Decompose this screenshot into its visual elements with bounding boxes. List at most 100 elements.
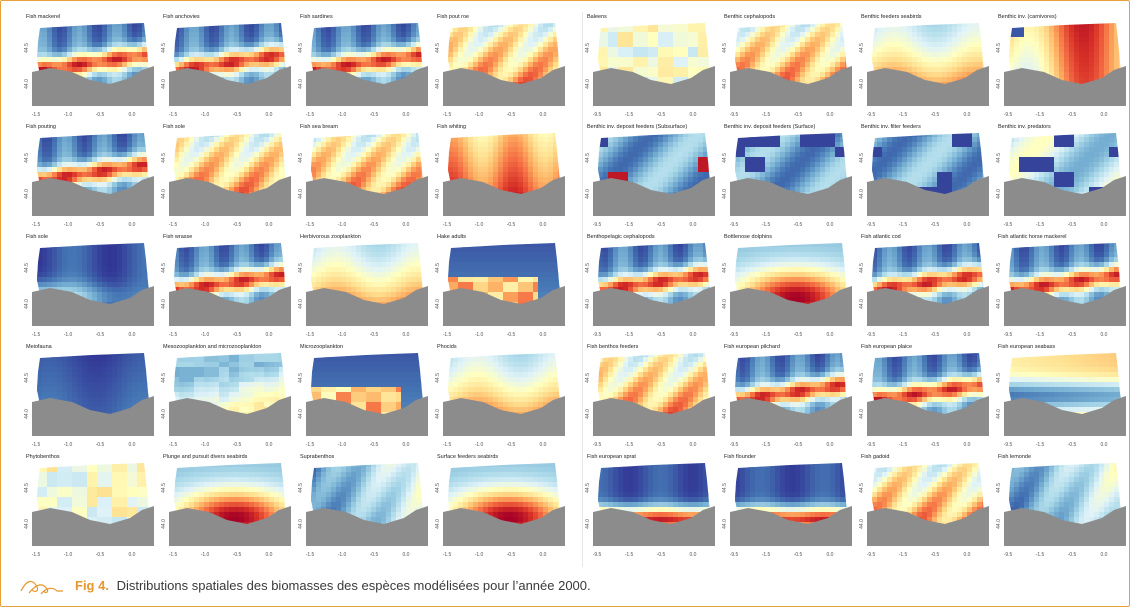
raster-cell (351, 287, 357, 293)
raster-cell (147, 367, 150, 373)
raster-cell (239, 292, 245, 298)
raster-cell (548, 282, 554, 288)
raster-cell (543, 172, 549, 178)
raster-cell (448, 167, 454, 173)
raster-cell (508, 162, 514, 168)
raster-cell (102, 362, 108, 368)
raster-cell (269, 247, 275, 253)
raster-cell (244, 37, 250, 43)
raster-cell (478, 152, 484, 158)
raster-cell (179, 142, 185, 148)
raster-cell (67, 377, 73, 383)
raster-cell (279, 27, 285, 33)
raster-cell (254, 292, 260, 298)
raster-cell (448, 147, 449, 153)
raster-cell (401, 287, 407, 293)
raster-cell (463, 252, 469, 258)
raster-cell (82, 382, 88, 388)
raster-cell (249, 292, 255, 298)
raster-cell (77, 397, 83, 403)
map-panel: Fish anchovies 44.0 44.5 -1.5 -1.0 -0.5 0.0 (159, 12, 291, 120)
raster-cell (483, 57, 489, 63)
raster-cell (142, 133, 148, 138)
raster-cell (488, 272, 494, 278)
raster-cell (57, 147, 63, 153)
raster-cell (401, 47, 407, 53)
raster-cell (82, 52, 88, 58)
raster-cell (219, 32, 225, 38)
raster-cell (311, 157, 312, 163)
raster-cell (234, 262, 240, 268)
raster-cell (558, 172, 561, 178)
raster-cell (331, 262, 337, 268)
raster-cell (386, 23, 392, 28)
raster-cell (259, 292, 265, 298)
raster-cell (62, 23, 68, 28)
raster-cell (411, 37, 417, 43)
raster-cell (508, 52, 514, 58)
raster-cell (371, 77, 377, 83)
raster-cell (224, 162, 230, 168)
raster-cell (523, 157, 529, 163)
raster-cell (406, 57, 412, 63)
raster-cell (174, 52, 175, 58)
raster-cell (117, 252, 123, 258)
raster-cell (448, 262, 449, 268)
raster-cell (508, 37, 514, 43)
raster-cell (194, 282, 200, 288)
raster-cell (219, 277, 225, 283)
raster-cell (279, 142, 285, 148)
raster-cell (219, 267, 225, 273)
raster-cell (224, 252, 230, 258)
raster-cell (224, 57, 230, 63)
raster-cell (279, 272, 285, 278)
raster-cell (234, 167, 240, 173)
raster-cell (52, 362, 58, 368)
raster-cell (92, 162, 98, 168)
raster-cell (72, 67, 78, 73)
raster-cell (67, 362, 73, 368)
raster-cell (82, 142, 88, 148)
raster-cell (224, 177, 230, 183)
raster-cell (224, 167, 230, 173)
raster-cell (316, 282, 322, 288)
raster-cell (184, 243, 190, 248)
raster-cell (117, 133, 123, 138)
raster-cell (229, 252, 235, 258)
raster-cell (361, 67, 367, 73)
raster-cell (311, 252, 317, 258)
raster-cell (371, 172, 377, 178)
raster-cell (371, 52, 377, 58)
raster-cell (406, 32, 412, 38)
raster-cell (361, 252, 367, 258)
raster-cell (249, 72, 255, 78)
raster-cell (448, 277, 449, 283)
raster-cell (42, 23, 48, 28)
raster-cell (503, 37, 509, 43)
raster-cell (132, 353, 138, 358)
raster-cell (391, 162, 397, 168)
raster-cell (189, 142, 195, 148)
raster-cell (498, 247, 504, 253)
raster-cell (37, 362, 38, 368)
raster-cell (224, 67, 230, 73)
raster-cell (391, 262, 397, 268)
raster-cell (269, 277, 275, 283)
raster-cell (239, 297, 245, 303)
raster-cell (538, 37, 544, 43)
raster-cell (331, 23, 337, 28)
raster-cell (458, 23, 464, 28)
raster-cell (179, 272, 185, 278)
raster-cell (42, 247, 48, 253)
raster-cell (396, 137, 402, 143)
raster-cell (209, 252, 215, 258)
raster-cell (37, 37, 38, 43)
raster-cell (87, 243, 93, 248)
raster-cell (493, 133, 499, 138)
raster-cell (234, 72, 240, 78)
raster-cell (558, 262, 561, 268)
raster-cell (356, 167, 362, 173)
raster-cell (448, 47, 454, 53)
raster-cell (284, 282, 287, 288)
raster-cell (396, 52, 402, 58)
